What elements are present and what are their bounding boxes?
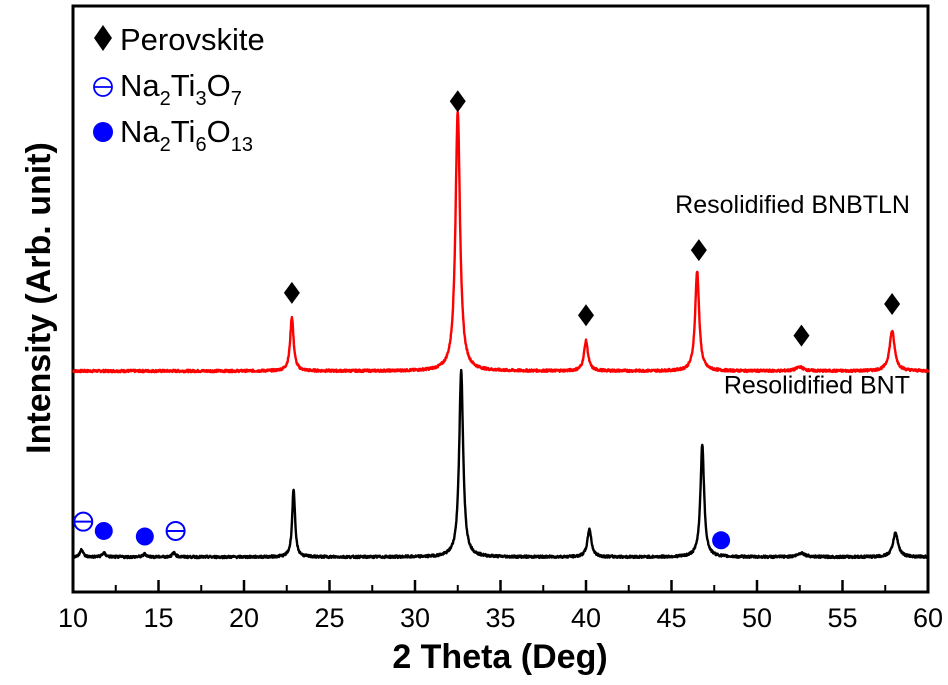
legend-label-subscript: 2 xyxy=(160,134,171,156)
legend-label-subscript: 7 xyxy=(231,88,242,110)
legend-filled-circle-icon xyxy=(93,122,113,142)
x-tick-label: 50 xyxy=(742,603,772,633)
series-layer xyxy=(71,110,930,560)
legend-label-text: O xyxy=(207,114,231,149)
x-tick-label: 25 xyxy=(314,603,344,633)
legend-barred-circle-icon xyxy=(93,77,113,97)
x-tick-label: 35 xyxy=(485,603,515,633)
na2ti6o13-circle-marker xyxy=(135,527,154,546)
legend-entry: Na2Ti3O7 xyxy=(93,68,242,110)
series-resolidified-bnt xyxy=(71,368,930,560)
series-resolidified-bnbtln xyxy=(72,110,930,374)
legend-label-subscript: 6 xyxy=(195,134,206,156)
legend-label-subscript: 2 xyxy=(160,88,171,110)
legend-diamond-icon xyxy=(94,25,112,51)
legend-label: Na2Ti6O13 xyxy=(120,114,253,156)
x-tick-label: 45 xyxy=(656,603,686,633)
x-tick-label: 55 xyxy=(827,603,857,633)
na2ti3o7-barred-circle-marker xyxy=(73,511,94,532)
perovskite-diamond-marker xyxy=(578,304,594,327)
x-tick-label: 15 xyxy=(143,603,173,633)
legend-entry: Na2Ti6O13 xyxy=(93,114,253,156)
perovskite-diamond-marker xyxy=(884,293,901,316)
x-tick-label: 40 xyxy=(571,603,601,633)
series-label-resolidified-bnbtln: Resolidified BNBTLN xyxy=(675,191,910,219)
legend-label-text: Na xyxy=(120,68,160,103)
legend-label-text: Ti xyxy=(171,114,196,149)
x-tick-label: 20 xyxy=(229,603,259,633)
na2ti6o13-circle-marker xyxy=(712,531,731,550)
legend-label-text: O xyxy=(207,68,231,103)
perovskite-diamond-marker xyxy=(449,90,466,113)
x-tick-label: 30 xyxy=(400,603,430,633)
legend-label-text: Ti xyxy=(171,68,196,103)
na2ti3o7-barred-circle-marker xyxy=(165,520,186,541)
x-tick-label: 10 xyxy=(58,603,88,633)
x-axis-title: 2 Theta (Deg) xyxy=(392,638,607,676)
legend-label: Na2Ti3O7 xyxy=(120,68,242,110)
legend-label-subscript: 3 xyxy=(195,88,206,110)
legend-label-text: Na xyxy=(120,114,160,149)
series-label-resolidified-bnt: Resolidified BNT xyxy=(724,371,910,399)
legend-entry: Perovskite xyxy=(94,22,265,57)
perovskite-diamond-marker xyxy=(690,239,707,262)
legend-label-text: Perovskite xyxy=(120,22,265,57)
x-tick-label: 60 xyxy=(913,603,943,633)
perovskite-diamond-marker xyxy=(793,324,810,347)
annotation-layer: Resolidified BNBTLN Resolidified BNT xyxy=(73,90,910,550)
perovskite-diamond-marker xyxy=(283,281,300,304)
legend-label: Perovskite xyxy=(120,22,265,57)
na2ti6o13-circle-marker xyxy=(94,521,113,540)
legend-label-subscript: 13 xyxy=(231,134,253,156)
y-axis-title: Intensity (Arb. unit) xyxy=(20,142,58,454)
x-axis: 10 15 20 25 30 35 40 45 50 55 60 xyxy=(58,580,943,633)
